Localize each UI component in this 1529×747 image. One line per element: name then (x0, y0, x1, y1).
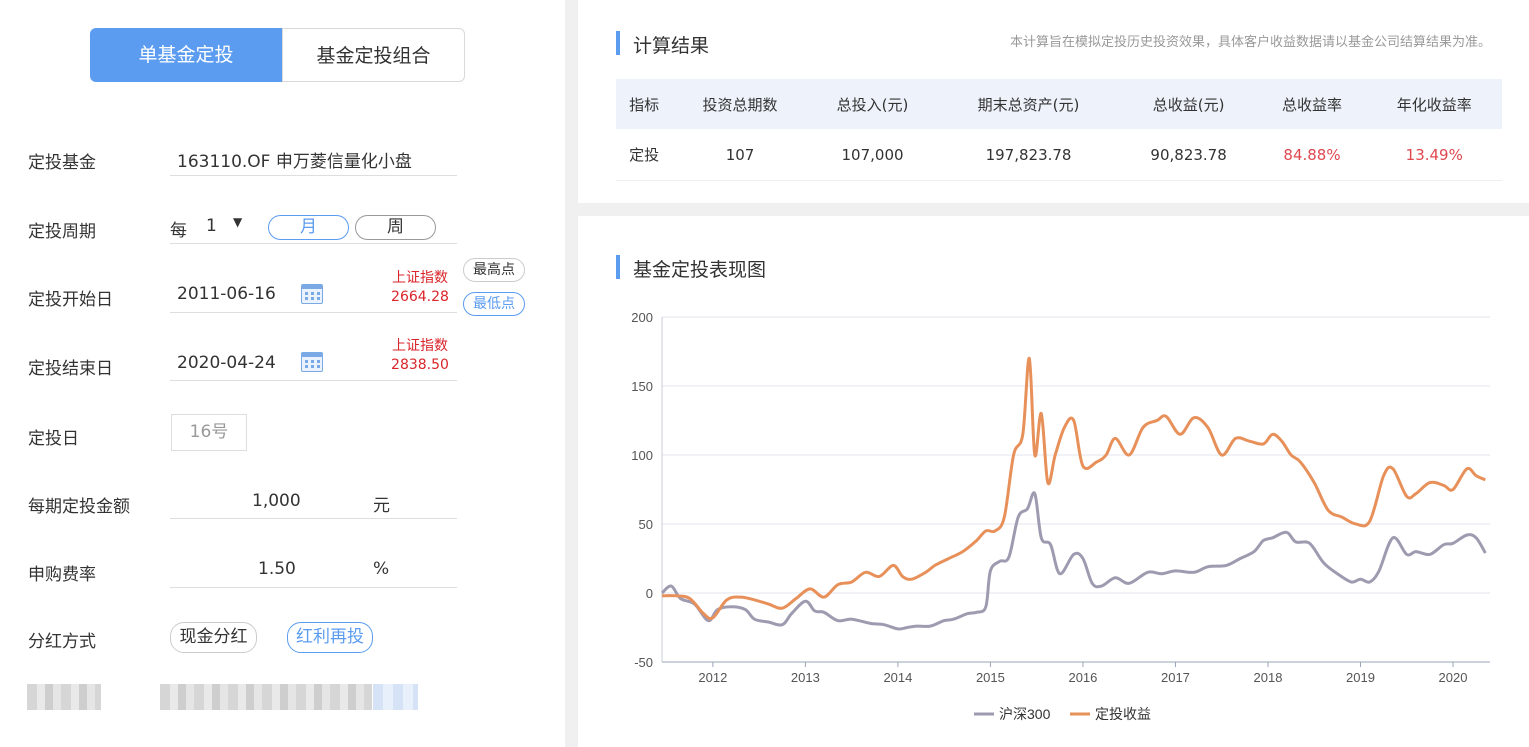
dividend-reinvest-option[interactable]: 红利再投 (287, 622, 373, 653)
chart-panel: 基金定投表现图 200 150 100 50 0 -50 2012 2013 2014 2015 2… (578, 216, 1529, 747)
cycle-count-select[interactable]: 1 (206, 216, 217, 236)
cell-final-assets: 197,823.78 (937, 129, 1120, 181)
invest-day-label: 定投日 (28, 429, 79, 449)
end-date-input[interactable]: 2020-04-24 (177, 353, 276, 373)
series-line-0 (660, 491, 1487, 631)
start-date-label: 定投开始日 (28, 290, 113, 310)
x-tick-label: 2020 (1439, 670, 1468, 685)
x-tick-label: 2015 (976, 670, 1005, 685)
left-form-panel: 单基金定投 基金定投组合 定投基金 163110.OF 申万菱信量化小盘 定投周… (0, 0, 565, 747)
header-total-return: 总收益率 (1257, 79, 1367, 129)
chart-section-title: 基金定投表现图 (633, 259, 767, 281)
y-tick-label: 50 (639, 517, 653, 532)
blurred-content (160, 684, 372, 710)
invest-day-field[interactable]: 16号 (171, 414, 247, 451)
y-tick-label: -50 (634, 655, 653, 670)
cell-annual-return: 13.49% (1366, 129, 1502, 181)
start-date-underline (170, 312, 457, 313)
y-tick-label: 0 (646, 586, 653, 601)
x-tick-label: 2016 (1068, 670, 1097, 685)
x-tick-label: 2017 (1161, 670, 1190, 685)
blurred-button (373, 684, 418, 710)
x-tick-label: 2014 (883, 670, 912, 685)
header-indicator: 指标 (616, 79, 673, 129)
y-tick-label: 100 (631, 448, 653, 463)
fund-label: 定投基金 (28, 153, 96, 173)
chevron-down-icon[interactable]: ▼ (233, 215, 243, 229)
dividend-cash-option[interactable]: 现金分红 (170, 622, 257, 653)
fee-rate-unit: % (373, 559, 390, 579)
end-index-name: 上证指数 (392, 338, 448, 354)
cycle-month-option[interactable]: 月 (268, 215, 349, 240)
x-tick-label: 2019 (1346, 670, 1375, 685)
results-table: 指标 投资总期数 总投入(元) 期末总资产(元) 总收益(元) 总收益率 年化收… (616, 79, 1502, 181)
calendar-icon[interactable] (301, 352, 323, 372)
dividend-label: 分红方式 (28, 632, 96, 652)
cycle-label: 定投周期 (28, 222, 96, 242)
cell-total-invested: 107,000 (807, 129, 938, 181)
highest-point-button[interactable]: 最高点 (463, 258, 525, 282)
amount-unit: 元 (373, 496, 390, 516)
performance-chart: 200 150 100 50 0 -50 2012 2013 2014 2015 2016 2017 2… (631, 310, 1490, 722)
cell-indicator: 定投 (616, 129, 673, 181)
tab-single-fund[interactable]: 单基金定投 (90, 28, 282, 82)
amount-underline (170, 518, 457, 519)
fund-underline (170, 175, 457, 176)
fund-input[interactable]: 163110.OF 申万菱信量化小盘 (177, 152, 412, 172)
section-marker (616, 255, 620, 279)
header-annual-return: 年化收益率 (1366, 79, 1502, 129)
x-tick-label: 2012 (698, 670, 727, 685)
header-total-invested: 总投入(元) (807, 79, 938, 129)
y-tick-label: 200 (631, 310, 653, 325)
legend-label: 定投收益 (1095, 706, 1151, 722)
end-date-label: 定投结束日 (28, 359, 113, 379)
results-panel: 计算结果 本计算旨在模拟定投历史投资效果，具体客户收益数据请以基金公司结算结果为… (578, 0, 1529, 203)
tab-fund-combo[interactable]: 基金定投组合 (282, 28, 465, 82)
start-date-input[interactable]: 2011-06-16 (177, 284, 276, 304)
results-title: 计算结果 (633, 35, 710, 57)
calendar-icon[interactable] (301, 284, 323, 304)
cycle-prefix: 每 (170, 221, 187, 241)
cycle-week-option[interactable]: 周 (355, 215, 436, 240)
disclaimer-note: 本计算旨在模拟定投历史投资效果，具体客户收益数据请以基金公司结算结果为准。 (1009, 35, 1491, 50)
header-final-assets: 期末总资产(元) (937, 79, 1120, 129)
cell-total-periods: 107 (672, 129, 808, 181)
fee-rate-input[interactable]: 1.50 (258, 559, 296, 579)
end-index-value: 2838.50 (391, 357, 449, 373)
start-index-value: 2664.28 (391, 289, 449, 305)
section-marker (616, 31, 620, 55)
start-index-name: 上证指数 (392, 270, 448, 286)
x-tick-label: 2018 (1254, 670, 1283, 685)
cycle-underline (170, 243, 457, 244)
y-tick-label: 150 (631, 379, 653, 394)
cell-total-profit: 90,823.78 (1119, 129, 1258, 181)
header-total-periods: 投资总期数 (672, 79, 808, 129)
x-tick-label: 2013 (791, 670, 820, 685)
fee-rate-underline (170, 587, 457, 588)
series-line-1 (661, 356, 1486, 621)
end-date-underline (170, 380, 457, 381)
lowest-point-button[interactable]: 最低点 (463, 292, 525, 316)
blurred-label (27, 684, 101, 710)
cell-total-return: 84.88% (1257, 129, 1367, 181)
amount-label: 每期定投金额 (28, 497, 130, 517)
table-row: 定投 107 107,000 197,823.78 90,823.78 84.8… (616, 129, 1502, 181)
results-header-row: 指标 投资总期数 总投入(元) 期末总资产(元) 总收益(元) 总收益率 年化收… (616, 79, 1502, 129)
fee-rate-label: 申购费率 (28, 565, 96, 585)
header-total-profit: 总收益(元) (1119, 79, 1258, 129)
amount-input[interactable]: 1,000 (252, 491, 301, 511)
legend-label: 沪深300 (999, 706, 1051, 722)
